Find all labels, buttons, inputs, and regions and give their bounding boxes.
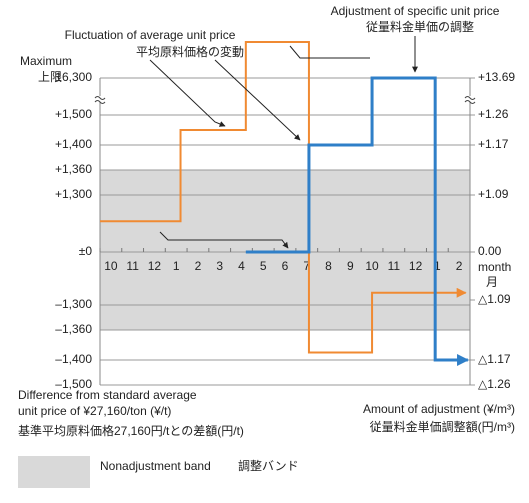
x-tick-label: 10 — [365, 259, 379, 273]
annotation-lines — [149, 36, 418, 249]
x-tick-label: 4 — [238, 259, 245, 273]
y-tick-label: 16,300 — [55, 70, 92, 84]
y-tick-label: +1,360 — [55, 162, 92, 176]
x-tick-label: 12 — [409, 259, 423, 273]
y-tick-label: –1,500 — [55, 377, 92, 391]
y-tick-label: +1,400 — [55, 137, 92, 151]
band — [100, 170, 470, 330]
y2-tick-label: △1.17 — [478, 352, 511, 366]
y2-axis-label: Amount of adjustment (¥/m³) — [363, 402, 515, 416]
y2-tick-label: 0.00 — [478, 244, 502, 258]
x-tick-label: 1 — [434, 259, 441, 273]
x-tick-label: 12 — [148, 259, 162, 273]
y-tick-label: –1,400 — [55, 352, 92, 366]
x-tick-label: 9 — [347, 259, 354, 273]
y-tick-label: –1,300 — [55, 297, 92, 311]
x-tick-label: 7 — [303, 259, 310, 273]
legend-label: 調整バンド — [238, 458, 299, 473]
annotation: 月 — [486, 275, 498, 289]
pointer — [149, 59, 226, 127]
annotation: Fluctuation of average unit price — [65, 28, 236, 42]
annotation: month — [478, 260, 511, 274]
y-axis-label: unit price of ¥27,160/ton (¥/t) — [18, 404, 171, 418]
axis-break — [94, 96, 106, 104]
x-tick-label: 8 — [325, 259, 332, 273]
y2-tick-label: +1.09 — [478, 187, 509, 201]
y-axis-label: Difference from standard average — [18, 388, 197, 402]
pointer — [159, 231, 289, 249]
series-line — [100, 41, 467, 354]
legend-swatch — [18, 456, 90, 488]
annotation: Maximum — [20, 54, 72, 68]
x-tick-label: 6 — [282, 259, 289, 273]
x-tick-label: 5 — [260, 259, 267, 273]
pointer — [214, 59, 301, 141]
axis-break — [465, 96, 475, 102]
x-tick-label: 2 — [456, 259, 463, 273]
x-tick-label: 3 — [216, 259, 223, 273]
x-tick-label: 1 — [173, 259, 180, 273]
y2-tick-label: +1.17 — [478, 137, 509, 151]
y2-axis-label: 従量料金単価調整額(円/m³) — [370, 419, 515, 434]
axis-break — [95, 96, 105, 102]
y-tick-label: +1,500 — [55, 107, 92, 121]
legend-label: Nonadjustment band — [100, 459, 211, 473]
x-tick-label: 11 — [388, 259, 401, 273]
x-tick-label: 2 — [195, 259, 202, 273]
x-tick-label: 11 — [126, 259, 139, 273]
y2-tick-label: +13.69 — [478, 70, 515, 84]
y2-tick-label: △1.09 — [478, 292, 511, 306]
plot: 16,300 +1,500 +1,400 +1,360 +1,300 ±0 –1,300 –1… — [55, 41, 515, 391]
y-axis-label: 基準平均原料価格27,160円/tとの差額(円/t) — [18, 423, 244, 438]
annotation: 上限 — [38, 70, 62, 84]
annotation: 従量料金単価の調整 — [366, 19, 474, 34]
annotation: 平均原料価格の変動 — [136, 44, 244, 59]
y2-tick-label: +1.26 — [478, 107, 509, 121]
series-line — [245, 76, 470, 366]
y-tick-label: +1,300 — [55, 187, 92, 201]
y-tick-label: ±0 — [79, 244, 93, 258]
x-tick-label: 10 — [104, 259, 118, 273]
pointer — [289, 45, 370, 59]
y-tick-label: –1,360 — [55, 322, 92, 336]
axis-break — [464, 96, 476, 104]
y2-tick-label: △1.26 — [478, 377, 511, 391]
annotation: Adjustment of specific unit price — [331, 4, 500, 18]
